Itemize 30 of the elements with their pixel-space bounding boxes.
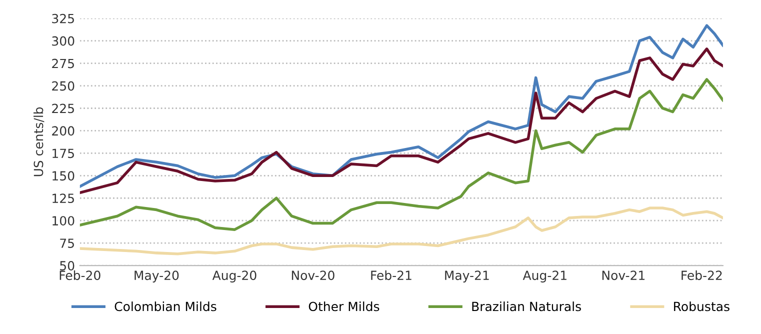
y-tick-label: 75 xyxy=(60,238,74,248)
line-series xyxy=(80,24,723,188)
line-series xyxy=(80,48,723,194)
y-tick-label: 200 xyxy=(52,126,74,136)
legend-label: Robustas xyxy=(674,301,730,312)
x-tick-label: Aug-20 xyxy=(212,270,256,282)
y-tick-label: 300 xyxy=(52,36,74,46)
line-series xyxy=(80,78,723,231)
y-tick-label: 225 xyxy=(52,104,74,114)
x-tick-label: Feb-22 xyxy=(682,270,722,280)
x-tick-label: Nov-21 xyxy=(602,270,645,280)
y-tick-label: 275 xyxy=(52,58,74,68)
legend-label: Brazilian Naturals xyxy=(472,301,581,312)
x-tick-label: May-21 xyxy=(445,270,489,282)
y-tick-label: 50 xyxy=(60,261,74,270)
line-series xyxy=(80,206,723,256)
y-tick-label: 125 xyxy=(52,194,74,204)
x-tick-label: Feb-21 xyxy=(371,270,412,280)
y-tick-label: 150 xyxy=(52,171,74,181)
y-tick-label: 250 xyxy=(52,81,74,91)
legend-label: Other Milds xyxy=(308,301,380,312)
y-tick-label: 325 xyxy=(52,14,74,24)
y-tick-label: 175 xyxy=(52,148,74,158)
y-tick-label: 100 xyxy=(52,216,74,226)
y-axis-title: US cents/lb xyxy=(34,107,44,176)
x-tick-label: Feb-20 xyxy=(60,270,100,280)
x-tick-label: May-20 xyxy=(134,270,179,282)
legend-label: Colombian Milds xyxy=(114,301,216,312)
x-tick-label: Aug-21 xyxy=(522,270,566,282)
x-tick-label: Nov-20 xyxy=(292,270,334,280)
